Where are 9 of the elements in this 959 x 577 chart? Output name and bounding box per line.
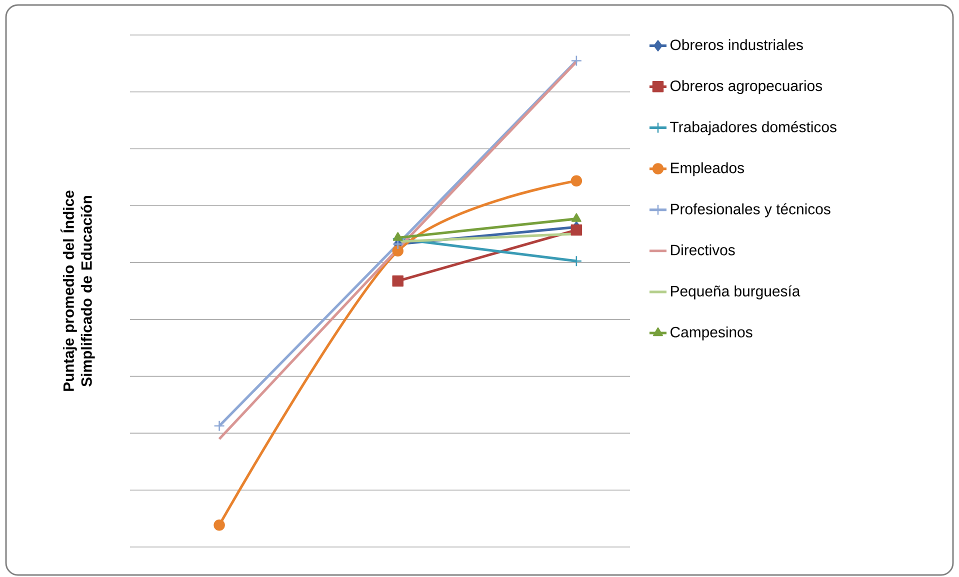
legend-label: Directivos: [671, 244, 735, 256]
y-axis-title: Puntaje promedio del Índice Simplificado de Educación: [60, 190, 95, 391]
legend-label: Trabajadores domésticos: [670, 121, 836, 136]
legend-label: Obreros industriales: [670, 39, 803, 50]
legend-label: Campesinos: [670, 326, 752, 340]
legend-label: Obreros agropecuarios: [670, 80, 822, 94]
legend-label: Pequeña burguesía: [671, 285, 800, 300]
legend-label: Profesionales y técnicos: [671, 203, 830, 218]
legend-label: Empleados: [671, 162, 744, 176]
